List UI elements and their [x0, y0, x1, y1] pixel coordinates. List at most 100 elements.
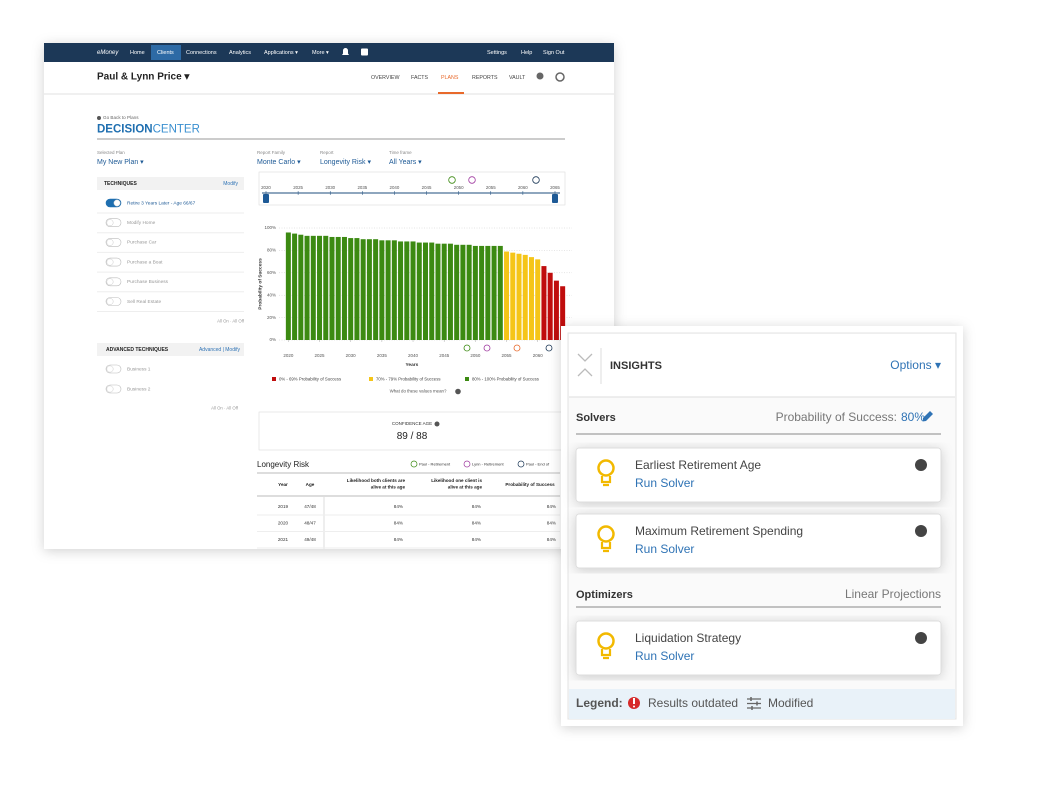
y-tick-label: 0%: [269, 337, 276, 342]
field-value[interactable]: All Years ▾: [389, 159, 422, 166]
section-action[interactable]: Advanced | Modify: [199, 347, 241, 353]
legend-item: Modified: [768, 696, 813, 710]
event-marker: [532, 176, 540, 184]
insights-panel: INSIGHTS Options ▾ Solvers Probability of S…: [561, 326, 963, 726]
column-header: alive at this age: [371, 485, 406, 490]
person-icon[interactable]: [536, 72, 544, 80]
field-value[interactable]: Monte Carlo ▾: [257, 159, 301, 166]
event-marker: [463, 344, 471, 352]
help-icon[interactable]: [915, 632, 927, 644]
help-icon[interactable]: [455, 388, 461, 395]
run-solver[interactable]: Run Solver: [635, 542, 694, 556]
bar: [441, 243, 447, 340]
event-marker: [468, 176, 476, 184]
bar: [348, 238, 354, 340]
toggle-all[interactable]: All On · All Off: [211, 406, 239, 411]
help-icon[interactable]: [434, 421, 440, 427]
table-cell: 84%: [394, 537, 403, 542]
timeline-label: 2025: [293, 185, 303, 190]
field-value[interactable]: Longevity Risk ▾: [320, 159, 371, 166]
card-title: Earliest Retirement Age: [635, 458, 761, 472]
bell-icon[interactable]: [342, 48, 349, 55]
back-link[interactable]: Go Back to Plans: [103, 115, 139, 120]
section-title: Solvers: [576, 412, 616, 424]
table-cell: 84%: [547, 537, 556, 542]
bar: [373, 239, 379, 340]
section-action[interactable]: Modify: [223, 181, 238, 187]
check-icon[interactable]: [361, 48, 368, 56]
nav-item[interactable]: Connections: [186, 50, 217, 56]
bar: [329, 236, 335, 340]
technique: Business 2: [127, 386, 151, 392]
collapse-icon[interactable]: [577, 353, 593, 377]
bar: [560, 286, 566, 340]
timeline-handle[interactable]: [552, 194, 558, 203]
technique: Purchase Car: [127, 240, 157, 246]
app-window: eMoney Home Clients Connections Analytics App…: [44, 43, 614, 549]
timeline-handle[interactable]: [263, 194, 269, 203]
timeline-label: 2060: [518, 185, 528, 190]
back-icon[interactable]: [97, 116, 101, 120]
legend-label: Lynn - Retirement: [472, 461, 505, 466]
field-label: Time frame: [389, 150, 412, 155]
options-menu[interactable]: Options ▾: [890, 358, 941, 372]
legend-swatch: [369, 377, 373, 381]
outdated-icon-mark: [633, 698, 635, 704]
nav-item[interactable]: Analytics: [229, 50, 251, 56]
bar: [553, 280, 559, 340]
nav-bar: [44, 43, 614, 62]
table-cell: 84%: [394, 521, 403, 526]
nav-item[interactable]: Clients: [157, 50, 174, 56]
run-solver[interactable]: Run Solver: [635, 476, 694, 490]
nav-item[interactable]: Applications ▾: [264, 50, 298, 56]
field-value[interactable]: My New Plan ▾: [97, 159, 144, 166]
technique: Purchase a Boat: [127, 259, 163, 265]
x-tick-label: 2025: [315, 353, 326, 358]
bar: [323, 235, 329, 340]
help-icon[interactable]: [915, 525, 927, 537]
technique: Retire 3 Years Later - Age 66/67: [127, 200, 196, 206]
tab[interactable]: VAULT: [509, 75, 526, 81]
bar: [391, 240, 397, 340]
timeline-label: 2020: [261, 185, 271, 190]
toggle-all[interactable]: All On · All Off: [217, 319, 245, 324]
run-solver[interactable]: Run Solver: [635, 649, 694, 663]
table-cell: 84%: [472, 537, 481, 542]
nav-item[interactable]: Help: [521, 50, 532, 56]
bar: [497, 245, 503, 340]
timeline-label: 2030: [325, 185, 335, 190]
bar: [466, 244, 472, 340]
tab[interactable]: REPORTS: [472, 75, 498, 81]
bulb-icon: [597, 525, 615, 543]
table-cell: 47/48: [304, 504, 316, 509]
bulb-base: [600, 476, 612, 487]
metric-value: 80%: [901, 410, 925, 424]
nav-item[interactable]: Settings: [487, 50, 507, 56]
page-title: DECISIONCENTER: [97, 124, 200, 136]
help-icon[interactable]: [915, 459, 927, 471]
nav-item[interactable]: Home: [130, 50, 145, 56]
bar: [535, 259, 541, 340]
globe-icon[interactable]: [555, 72, 565, 82]
table-cell: 84%: [547, 504, 556, 509]
legend-swatch: [272, 377, 276, 381]
table-cell: 2019: [278, 504, 289, 509]
section-title: TECHNIQUES: [104, 181, 137, 187]
bar: [429, 242, 435, 340]
client-name[interactable]: Paul & Lynn Price ▾: [97, 72, 190, 83]
tab[interactable]: OVERVIEW: [371, 75, 399, 81]
nav-item[interactable]: Sign Out: [543, 50, 565, 56]
help-link[interactable]: What do these values mean?: [390, 389, 447, 394]
toggle-knob: [113, 199, 121, 207]
event-marker: [483, 344, 491, 352]
tab[interactable]: PLANS: [441, 75, 459, 81]
bar: [516, 253, 522, 340]
column-header: Year: [278, 482, 288, 487]
brand: eMoney: [97, 50, 119, 56]
timeline-label: 2065: [550, 185, 560, 190]
edit-icon[interactable]: [922, 411, 934, 422]
tab[interactable]: FACTS: [411, 75, 429, 81]
x-tick-label: 2035: [377, 353, 388, 358]
bar: [404, 241, 410, 340]
nav-item[interactable]: More ▾: [312, 50, 329, 56]
